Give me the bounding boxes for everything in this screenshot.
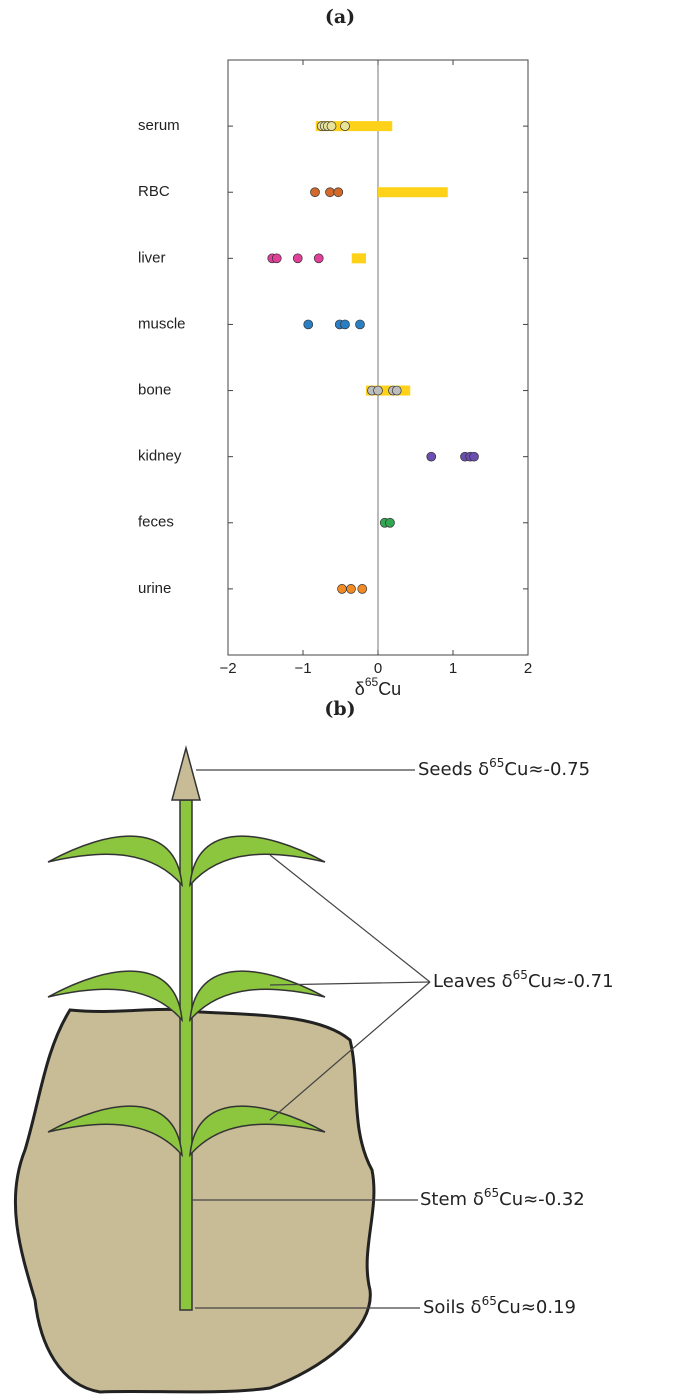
- dot: [325, 187, 335, 198]
- label-part: 65: [489, 756, 504, 770]
- label-part: Cu≈-0.32: [499, 1189, 585, 1210]
- soil: [13, 1007, 376, 1394]
- dot: [326, 121, 337, 131]
- leaf-pair: [47, 970, 326, 1023]
- range-bar: [351, 253, 366, 264]
- y-tick-label: urine: [138, 580, 171, 597]
- dot: [373, 385, 383, 396]
- diagram-label: Seeds δ65Cu≈-0.75: [418, 756, 590, 781]
- x-tick-label: −1: [294, 660, 311, 677]
- leaf-pair: [47, 835, 326, 888]
- dot: [337, 584, 347, 594]
- y-tick-label: RBC: [138, 183, 170, 200]
- diagram-label: Leaves δ65Cu≈-0.71: [433, 968, 614, 993]
- dot: [333, 187, 344, 198]
- leader-line: [269, 981, 431, 1121]
- panel-a-label: (a): [325, 6, 355, 28]
- dot: [357, 584, 368, 594]
- x-label-symbol: δ: [355, 679, 365, 699]
- range-bar: [366, 385, 411, 396]
- panel-b-label: (b): [324, 698, 355, 720]
- y-tick-label: kidney: [138, 448, 182, 465]
- leaf: [47, 970, 183, 1023]
- leaf: [189, 1105, 326, 1158]
- label-part: 65: [484, 1186, 499, 1200]
- x-tick-label: −2: [219, 660, 236, 677]
- y-tick-label: bone: [138, 382, 171, 399]
- y-tick-label: liver: [138, 249, 166, 266]
- label-part: Cu≈-0.75: [504, 759, 590, 780]
- dot: [310, 187, 320, 198]
- leaf: [47, 1105, 183, 1158]
- diagram-label: Stem δ65Cu≈-0.32: [420, 1186, 585, 1211]
- dot: [426, 451, 437, 462]
- leaf: [189, 970, 326, 1023]
- x-axis-label: δ65Cu: [355, 675, 401, 699]
- diagram-label: Soils δ65Cu≈0.19: [423, 1294, 576, 1319]
- label-part: δ: [473, 1189, 484, 1210]
- seed: [171, 745, 201, 801]
- dot: [346, 584, 356, 594]
- dot: [313, 253, 324, 264]
- range-bar: [378, 187, 448, 198]
- dot: [303, 319, 314, 330]
- leaves: [47, 835, 326, 1158]
- label-part: Cu≈0.19: [497, 1297, 576, 1318]
- dot: [340, 319, 350, 330]
- label-part: Leaves: [433, 971, 502, 992]
- x-label-superscript: 65: [365, 675, 379, 689]
- dot: [391, 385, 402, 396]
- label-part: Seeds: [418, 759, 478, 780]
- label-part: δ: [471, 1297, 482, 1318]
- leaf-pair: [47, 1105, 326, 1158]
- x-label-element: Cu: [378, 679, 401, 699]
- label-part: Stem: [420, 1189, 473, 1210]
- label-part: Cu≈-0.71: [528, 971, 614, 992]
- label-part: 65: [482, 1294, 497, 1308]
- dot: [469, 451, 479, 462]
- dot: [385, 517, 395, 528]
- y-tick-label: serum: [138, 117, 180, 134]
- dot: [340, 121, 350, 131]
- label-part: Soils: [423, 1297, 471, 1318]
- range-bar: [315, 121, 393, 132]
- leaf: [189, 835, 326, 888]
- leader-line: [269, 981, 431, 986]
- label-part: 65: [513, 968, 528, 982]
- dot: [292, 253, 303, 264]
- dot: [355, 319, 365, 330]
- stem: [179, 799, 193, 1311]
- leaf: [47, 835, 183, 888]
- x-tick-label: 2: [524, 660, 532, 677]
- plant-diagram: [13, 745, 431, 1394]
- y-tick-label: feces: [138, 514, 174, 531]
- label-part: δ: [502, 971, 513, 992]
- x-tick-label: 1: [449, 660, 457, 677]
- dot: [271, 253, 282, 264]
- leader-line: [269, 854, 431, 983]
- leader-lines: [192, 769, 431, 1309]
- label-part: δ: [478, 759, 489, 780]
- y-tick-label: muscle: [138, 315, 186, 332]
- x-tick-label: 0: [374, 660, 382, 677]
